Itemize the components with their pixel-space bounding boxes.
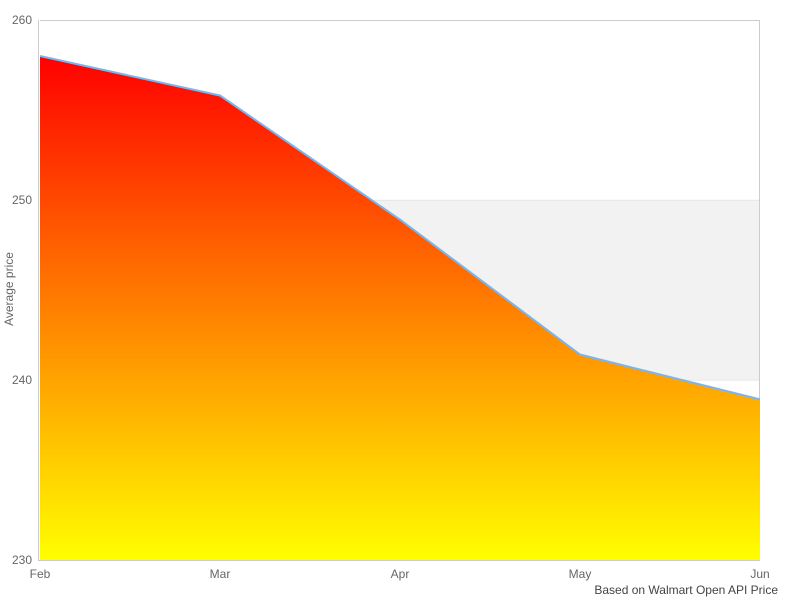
x-axis-tick-label: Jun bbox=[750, 567, 770, 581]
y-axis-tick-label: 260 bbox=[11, 13, 32, 27]
x-axis-tick-label: May bbox=[568, 567, 592, 581]
price-area-series bbox=[40, 56, 760, 561]
x-axis-tick-label: Mar bbox=[209, 567, 231, 581]
x-axis-tick-label: Apr bbox=[390, 567, 410, 581]
y-axis-tick-label: 250 bbox=[11, 192, 32, 207]
credits-label: Based on Walmart Open API Price bbox=[594, 583, 778, 597]
y-axis-tick-label: 230 bbox=[11, 552, 32, 567]
y-axis-title: Average price bbox=[2, 252, 16, 326]
y-axis-tick-label: 240 bbox=[11, 372, 32, 387]
price-line-series bbox=[39, 55, 761, 401]
x-axis-tick-label: Feb bbox=[29, 567, 51, 581]
